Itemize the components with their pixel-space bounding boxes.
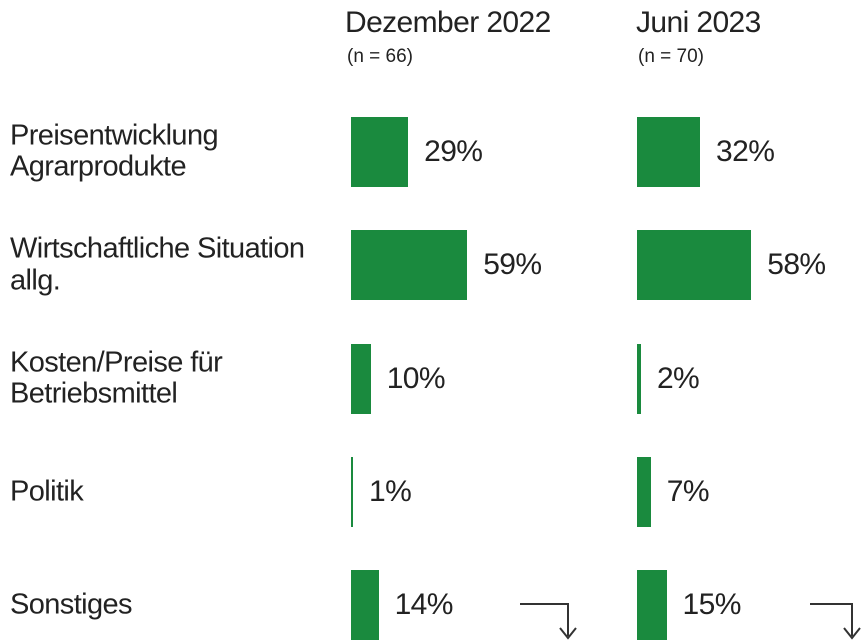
bar [351,343,371,414]
category-label: Preisentwicklung Agrarprodukte [10,119,219,183]
bar [637,343,641,414]
value-label: 14% [394,588,454,622]
arrow-icon [520,603,577,640]
column-note: (n = 66) [347,46,414,67]
value-label: 29% [424,135,483,168]
bar [351,456,353,527]
bar [637,230,752,301]
category-label: Politik [10,475,84,508]
value-label: 32% [716,135,775,168]
value-label: 2% [656,361,700,395]
value-label: 59% [483,248,542,282]
value-label: 58% [767,248,826,282]
bar [637,117,701,187]
column-header: Juni 2023 [636,6,761,39]
value-label: 15% [682,588,742,622]
bar [351,230,468,301]
arrow-icon [810,603,861,640]
bar [637,456,651,527]
category-label: Kosten/Preise für Betriebsmittel [10,346,223,410]
bar [637,570,667,641]
value-label: 7% [666,474,710,508]
value-label: 1% [369,474,412,508]
value-label: 10% [386,361,446,395]
category-label: Wirtschaftliche Situation allg. [10,232,305,297]
bar [351,117,409,187]
category-label: Sonstiges [10,588,133,621]
column-note: (n = 70) [638,46,705,67]
column-header: Dezember 2022 [345,6,551,39]
bar [351,570,379,641]
